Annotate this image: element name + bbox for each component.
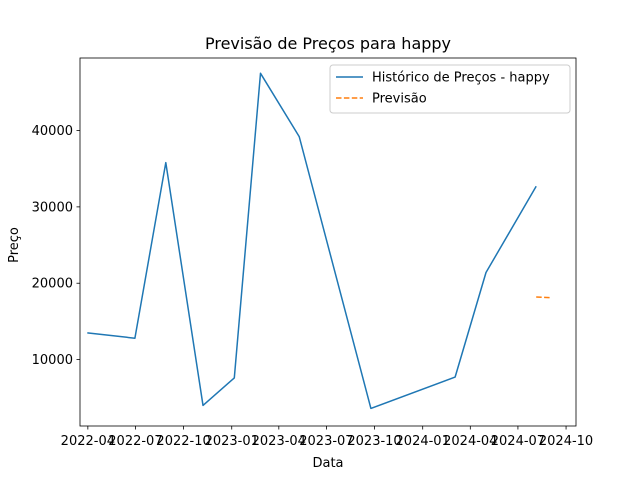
x-tick-label: 2024-04 (443, 434, 497, 449)
series-line-1 (536, 296, 551, 299)
legend-label-0: Histórico de Preços - happy (372, 71, 550, 86)
y-tick-label: 10000 (32, 353, 73, 368)
axes-frame (79, 57, 577, 427)
x-tick-label: 2023-01 (205, 434, 259, 449)
y-tick-label: 20000 (32, 277, 73, 292)
x-tick-label: 2022-10 (156, 434, 210, 449)
x-tick-label: 2022-07 (108, 434, 162, 449)
legend-label-1: Previsão (372, 92, 427, 107)
legend: Histórico de Preços - happy Previsão (329, 64, 571, 114)
y-axis: 10000 20000 30000 40000 (32, 124, 80, 368)
legend-box (329, 64, 571, 114)
x-tick-label: 2022-04 (61, 434, 115, 449)
x-tick-label: 2024-01 (396, 434, 450, 449)
x-tick-label: 2023-07 (299, 434, 353, 449)
x-axis: 2022-042022-072022-102023-012023-042023-… (61, 426, 593, 449)
x-tick-label: 2023-10 (347, 434, 401, 449)
y-tick-label: 30000 (32, 200, 73, 215)
x-tick-label: 2024-10 (539, 434, 593, 449)
plot-area (79, 57, 577, 427)
series-line-0 (87, 72, 537, 410)
y-axis-label: Preço (7, 227, 22, 263)
chart-title: Previsão de Preços para happy (205, 34, 451, 53)
x-axis-label: Data (312, 456, 343, 471)
x-tick-label: 2023-04 (252, 434, 306, 449)
y-tick-label: 40000 (32, 124, 73, 139)
x-tick-label: 2024-07 (491, 434, 545, 449)
